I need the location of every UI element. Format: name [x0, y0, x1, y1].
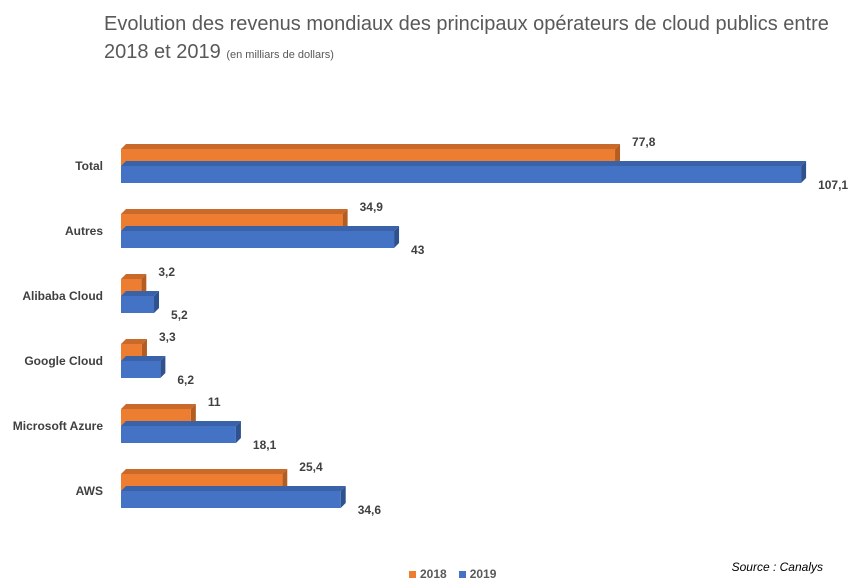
bar-top-2018-aws — [121, 469, 288, 474]
bar-top-2018-total — [121, 144, 621, 149]
bar-2019-autres — [121, 231, 395, 248]
chart-title: Evolution des revenus mondiaux des princ… — [104, 10, 844, 69]
category-label-alibaba-cloud: Alibaba Cloud — [22, 289, 103, 303]
value-label-2019-aws: 34,6 — [358, 503, 382, 517]
bar-side-2019-total — [801, 161, 807, 183]
bar-top-2019-aws — [121, 486, 346, 491]
legend-swatch-2019 — [458, 570, 466, 578]
legend-item-2019: 2019 — [458, 567, 497, 581]
bar-2019-alibaba-cloud — [121, 296, 155, 313]
bar-2019-total — [121, 166, 802, 183]
bar-2019-google-cloud — [121, 361, 161, 378]
legend-label-2018: 2018 — [420, 567, 447, 581]
bar-top-2018-google-cloud — [121, 339, 147, 344]
bar-side-2019-alibaba-cloud — [154, 291, 160, 313]
category-label-autres: Autres — [65, 224, 103, 238]
bar-side-2019-autres — [394, 226, 400, 248]
bar-top-2018-alibaba-cloud — [121, 274, 147, 279]
value-label-2018-total: 77,8 — [632, 135, 656, 149]
value-label-2018-google-cloud: 3,3 — [159, 330, 176, 344]
legend-item-2018: 2018 — [409, 567, 447, 581]
value-label-2018-aws: 25,4 — [299, 460, 323, 474]
category-label-total: Total — [75, 159, 103, 173]
bar-side-2018-total — [615, 144, 621, 166]
legend: 2018 2019 — [409, 567, 496, 581]
bar-top-2019-total — [121, 161, 807, 166]
value-label-2018-autres: 34,9 — [360, 200, 384, 214]
bar-top-2019-google-cloud — [121, 356, 166, 361]
value-label-2018-alibaba-cloud: 3,2 — [158, 265, 175, 279]
bar-side-2018-alibaba-cloud — [141, 274, 147, 296]
bar-side-2018-microsoft-azure — [190, 404, 196, 426]
bar-side-2019-microsoft-azure — [235, 421, 241, 443]
chart-title-subtitle: (en milliars de dollars) — [226, 49, 334, 61]
category-label-microsoft-azure: Microsoft Azure — [13, 419, 104, 433]
bar-top-2019-autres — [121, 226, 400, 231]
value-label-2018-microsoft-azure: 11 — [208, 395, 221, 409]
bar-2019-microsoft-azure — [121, 426, 236, 443]
bar-top-2018-autres — [121, 209, 348, 214]
legend-swatch-2018 — [409, 570, 416, 578]
chart-title-main: Evolution des revenus mondiaux des princ… — [104, 13, 829, 63]
value-label-2019-alibaba-cloud: 5,2 — [171, 308, 188, 322]
value-label-2019-google-cloud: 6,2 — [177, 373, 194, 387]
bar-top-2018-microsoft-azure — [121, 404, 196, 409]
value-label-2019-autres: 43 — [411, 243, 425, 257]
source-note: Source : Canalys — [731, 560, 823, 574]
legend-label-2019: 2019 — [469, 567, 497, 581]
bar-top-2019-alibaba-cloud — [121, 291, 160, 296]
bar-top-2019-microsoft-azure — [121, 421, 241, 426]
bar-side-2019-aws — [340, 486, 346, 508]
category-label-google-cloud: Google Cloud — [24, 354, 103, 368]
bar-2019-aws — [121, 491, 341, 508]
bar-side-2018-google-cloud — [141, 339, 147, 361]
bar-side-2018-aws — [282, 469, 288, 491]
bar-side-2019-google-cloud — [160, 356, 166, 378]
category-label-aws: AWS — [76, 484, 103, 498]
bar-side-2018-autres — [342, 209, 348, 231]
value-label-2019-total: 107,1 — [818, 178, 848, 192]
value-label-2019-microsoft-azure: 18,1 — [253, 438, 277, 452]
